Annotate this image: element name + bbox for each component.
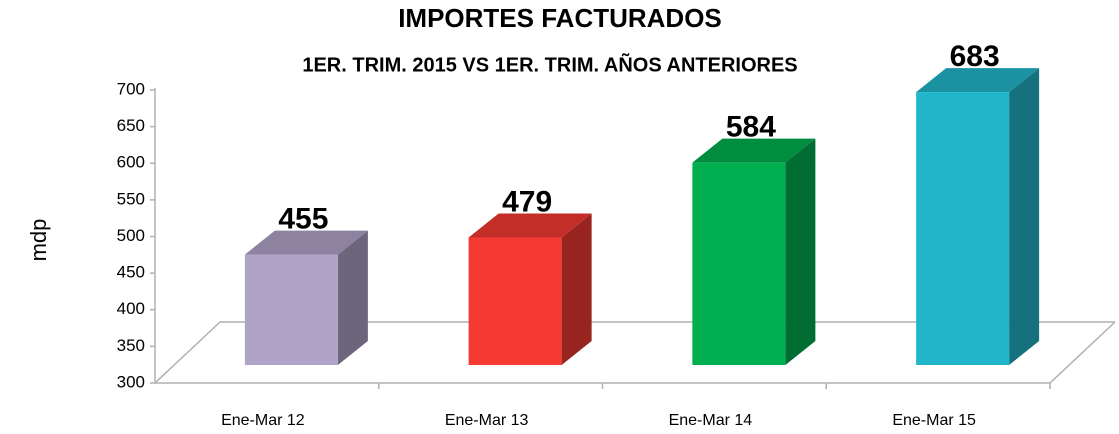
bar-side — [785, 138, 816, 365]
x-tick-label: Ene-Mar 13 — [445, 412, 529, 429]
bar-side — [561, 213, 592, 365]
bar-top — [468, 213, 592, 238]
y-tick-label: 550 — [117, 189, 145, 208]
y-tick-label: 650 — [117, 116, 145, 135]
y-axis-label: mdp — [26, 219, 51, 262]
value-label: 479 — [502, 185, 552, 218]
value-label: 455 — [278, 202, 328, 235]
bar — [468, 237, 562, 365]
y-tick-label: 700 — [117, 79, 145, 98]
bar — [692, 162, 786, 365]
y-tick-label: 600 — [117, 153, 145, 172]
y-tick-label: 300 — [117, 372, 145, 391]
bar-side — [1009, 68, 1040, 366]
bar — [916, 92, 1010, 366]
bar-top — [244, 230, 368, 255]
y-tick-label: 350 — [117, 336, 145, 355]
x-tick-label: Ene-Mar 15 — [892, 412, 976, 429]
bar-top — [692, 138, 816, 163]
chart-subtitle: 1ER. TRIM. 2015 VS 1ER. TRIM. AÑOS ANTER… — [302, 53, 797, 76]
chart-title: IMPORTES FACTURADOS — [398, 3, 722, 33]
floor-right — [1049, 321, 1116, 384]
y-tick-label: 400 — [117, 299, 145, 318]
y-tick-label: 450 — [117, 263, 145, 282]
y-tick-label: 500 — [117, 226, 145, 245]
value-label: 584 — [726, 111, 776, 144]
x-tick-label: Ene-Mar 12 — [221, 412, 305, 429]
x-tick-label: Ene-Mar 14 — [669, 412, 753, 429]
bar-side — [337, 230, 368, 365]
value-label: 683 — [950, 40, 1000, 73]
bar-top — [916, 68, 1040, 93]
bar — [244, 254, 338, 365]
floor-left — [154, 321, 221, 384]
